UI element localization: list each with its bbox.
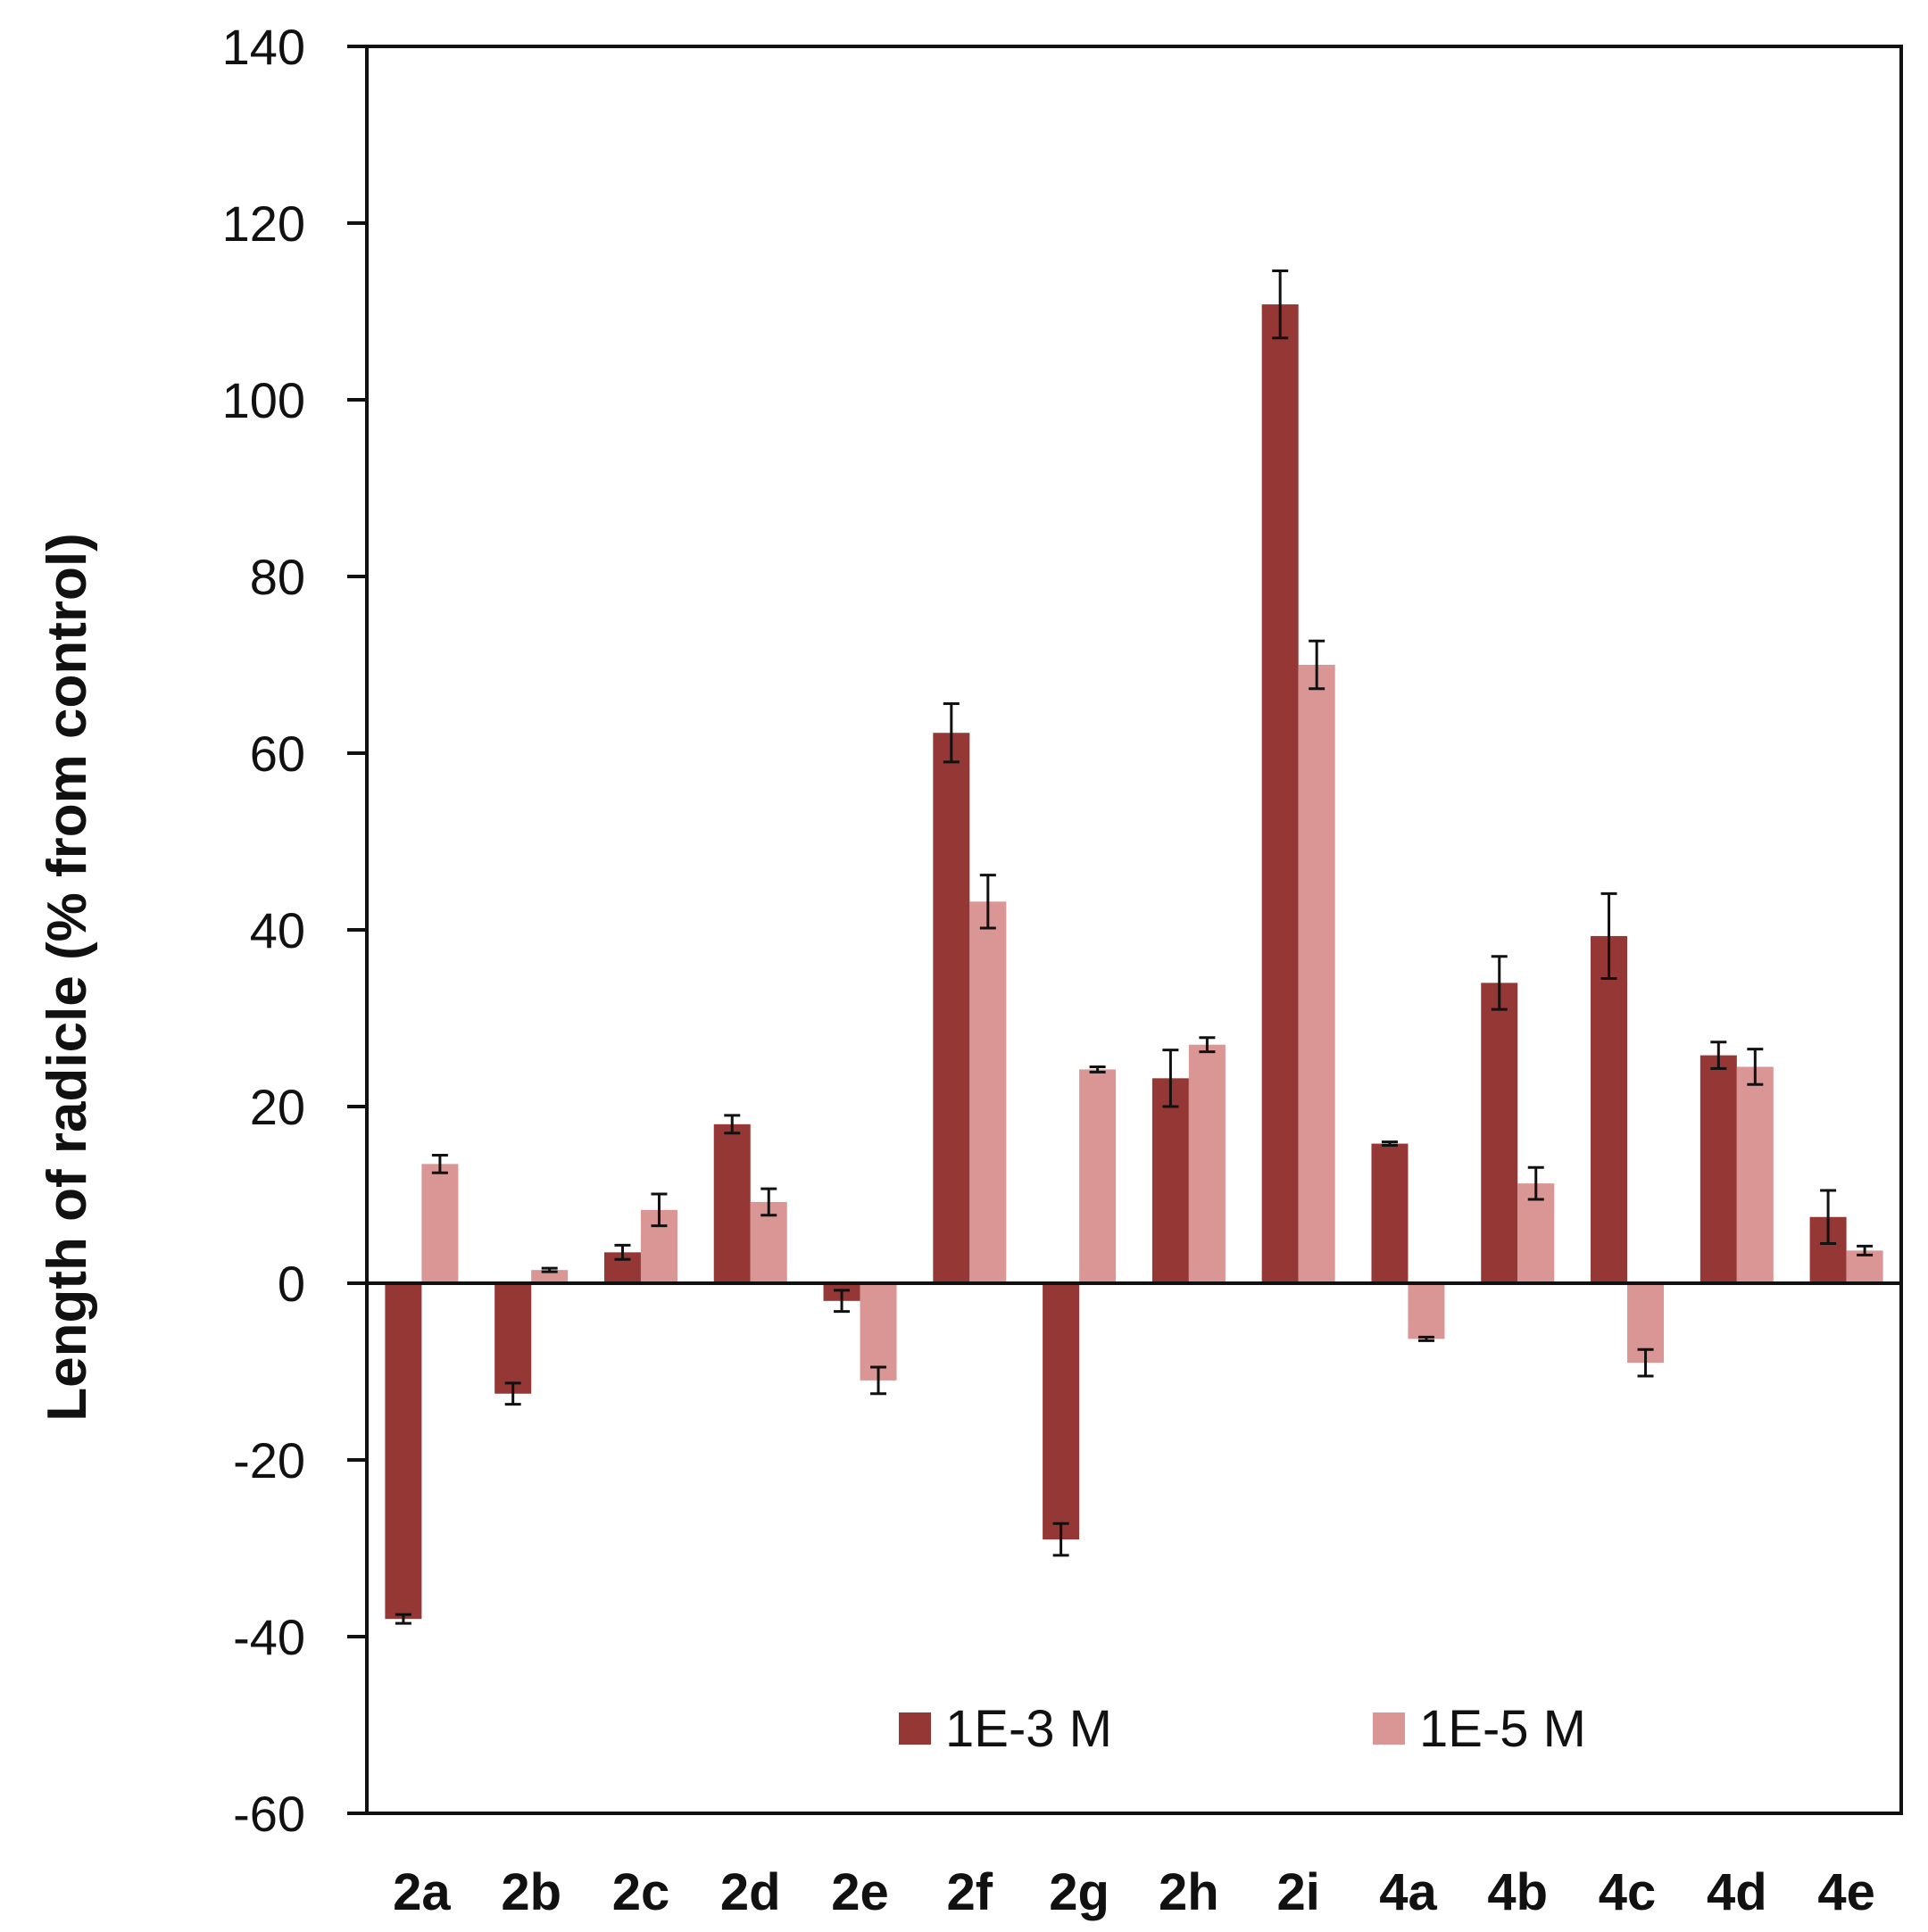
bar-2b-series-1 — [494, 1283, 532, 1394]
legend-item-series-2: 1E-5 M — [1373, 1700, 1586, 1758]
bar-2f-series-1 — [933, 733, 970, 1283]
bar-4a-series-1 — [1371, 1143, 1409, 1283]
y-tick-label: 40 — [250, 902, 305, 958]
y-tick-label: 0 — [278, 1256, 305, 1312]
error-bar-4b-series-2 — [1527, 1165, 1544, 1201]
x-category-label: 2b — [501, 1863, 561, 1921]
error-bar-2b-series-2 — [541, 1266, 558, 1273]
bar-2h-series-1 — [1151, 1078, 1189, 1283]
legend-label: 1E-3 M — [945, 1700, 1112, 1758]
error-bar-2f-series-1 — [943, 702, 960, 764]
x-category-label: 4b — [1487, 1863, 1548, 1921]
y-tick-label: -40 — [233, 1609, 305, 1665]
error-bar-2e-series-2 — [870, 1365, 887, 1396]
y-tick-label: 140 — [222, 19, 305, 75]
error-bar-2i-series-2 — [1309, 639, 1326, 691]
bar-4b-series-1 — [1481, 983, 1518, 1283]
error-bar-4d-series-1 — [1710, 1041, 1727, 1070]
y-axis-title: Length of radicle (% from control) — [37, 533, 98, 1421]
error-bar-2d-series-1 — [724, 1114, 741, 1135]
bar-2f-series-2 — [969, 901, 1007, 1283]
y-tick-label: 60 — [250, 726, 305, 782]
bar-2b-series-2 — [531, 1270, 569, 1283]
series-2 — [421, 639, 1883, 1396]
error-bar-2e-series-1 — [834, 1289, 851, 1314]
legend-swatch — [899, 1712, 931, 1745]
y-tick-label: 80 — [250, 549, 305, 605]
error-bar-2f-series-2 — [979, 874, 996, 930]
error-bar-4c-series-1 — [1600, 891, 1617, 980]
bar-2a-series-2 — [421, 1164, 459, 1283]
series-1 — [385, 269, 1847, 1625]
x-category-label: 2c — [612, 1863, 670, 1921]
error-bar-4e-series-2 — [1857, 1244, 1874, 1256]
error-bar-4e-series-1 — [1820, 1189, 1837, 1245]
x-category-label: 2i — [1276, 1863, 1319, 1921]
bar-4d-series-1 — [1699, 1055, 1737, 1283]
bar-2a-series-1 — [385, 1283, 422, 1620]
x-category-label: 4e — [1817, 1863, 1875, 1921]
error-bar-4a-series-1 — [1381, 1140, 1398, 1148]
bar-2d-series-1 — [713, 1124, 751, 1283]
x-category-label: 2h — [1159, 1863, 1219, 1921]
bar-2g-series-2 — [1079, 1069, 1117, 1283]
x-category-label: 2d — [720, 1863, 781, 1921]
x-axis-labels: 2a 2b 2c 2d 2e 2f 2g 2h 2i 4a 4b 4c 4d 4e — [393, 1863, 1875, 1921]
bar-2i-series-2 — [1298, 665, 1335, 1283]
bar-2i-series-1 — [1261, 304, 1299, 1284]
error-bar-2g-series-1 — [1052, 1522, 1069, 1557]
error-bar-2b-series-1 — [504, 1381, 521, 1406]
bar-4d-series-2 — [1736, 1066, 1774, 1283]
y-tick-label: 100 — [222, 372, 305, 428]
y-tick-label: -60 — [233, 1786, 305, 1842]
y-tick-label: 20 — [250, 1079, 305, 1135]
legend-swatch — [1373, 1712, 1405, 1745]
legend-label: 1E-5 M — [1419, 1700, 1586, 1758]
legend: 1E-3 M 1E-5 M — [899, 1700, 1586, 1758]
error-bar-2c-series-2 — [651, 1192, 668, 1228]
bar-4a-series-2 — [1408, 1283, 1445, 1339]
error-bar-4d-series-2 — [1747, 1048, 1764, 1086]
error-bar-2h-series-2 — [1199, 1036, 1216, 1054]
x-category-label: 4d — [1707, 1863, 1767, 1921]
error-bar-2h-series-1 — [1162, 1049, 1179, 1108]
x-category-label: 4c — [1599, 1863, 1657, 1921]
bar-2g-series-1 — [1043, 1283, 1080, 1540]
error-bar-2a-series-1 — [395, 1613, 411, 1625]
error-bar-2d-series-2 — [760, 1187, 777, 1217]
x-category-label: 4a — [1379, 1863, 1437, 1921]
plot-area — [365, 45, 1903, 1815]
x-category-label: 2a — [393, 1863, 451, 1921]
error-bar-4a-series-2 — [1417, 1335, 1434, 1342]
y-tick-label: -20 — [233, 1432, 305, 1488]
x-category-label: 2e — [831, 1863, 889, 1921]
x-category-label: 2g — [1049, 1863, 1109, 1921]
error-bar-2g-series-2 — [1089, 1065, 1106, 1074]
legend-item-series-1: 1E-3 M — [899, 1700, 1112, 1758]
plot-frame — [365, 45, 1903, 1815]
bar-4c-series-1 — [1591, 935, 1628, 1283]
error-bar-2c-series-1 — [614, 1243, 631, 1261]
bar-2h-series-2 — [1188, 1044, 1226, 1283]
error-bar-4c-series-2 — [1637, 1347, 1654, 1378]
y-axis: 140 120 100 80 60 40 20 0 -20 -40 -60 — [222, 19, 367, 1842]
y-tick-label: 120 — [222, 195, 305, 252]
x-category-label: 2f — [947, 1863, 993, 1921]
error-bar-4b-series-1 — [1491, 955, 1508, 1011]
bar-2e-series-2 — [860, 1283, 897, 1381]
error-bar-2a-series-2 — [431, 1153, 448, 1174]
error-bar-2i-series-1 — [1272, 269, 1289, 340]
